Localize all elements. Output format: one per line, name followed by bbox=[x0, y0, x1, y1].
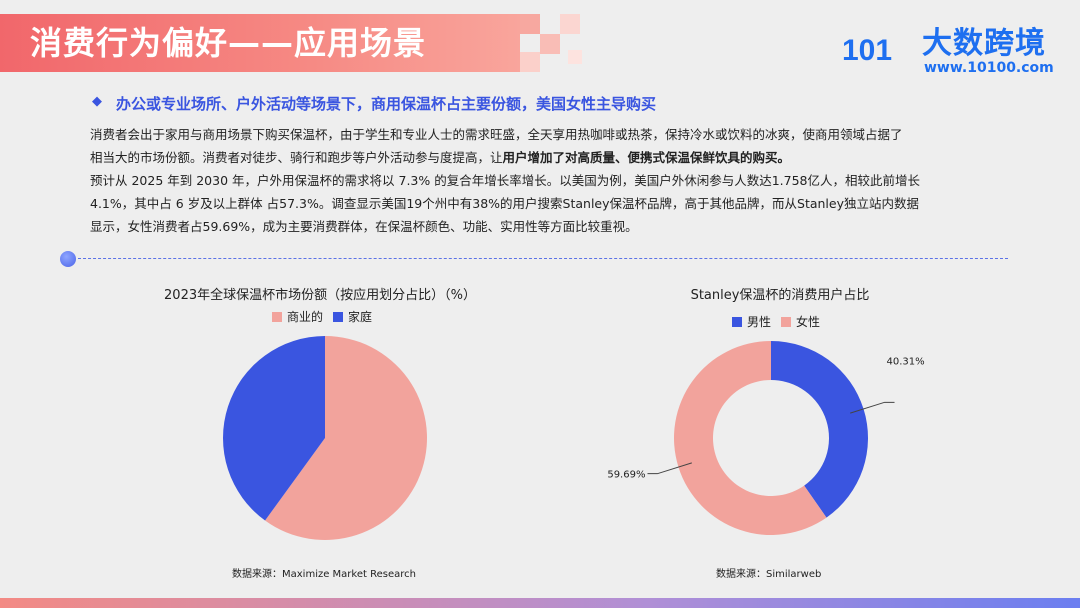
legend-swatch bbox=[272, 311, 282, 322]
paragraph-line: 消费者会出于家用与商用场景下购买保温杯，由于学生和专业人士的需求旺盛，全天享用热… bbox=[90, 127, 903, 142]
legend-swatch bbox=[333, 311, 344, 322]
paragraph-line: 4.1%，其中占 6 岁及以上群体 占57.3%。调查显示美国19个州中有38%… bbox=[90, 196, 919, 211]
divider-line bbox=[78, 258, 1008, 259]
diamond-icon: ◆ bbox=[92, 94, 102, 109]
donut-slice-1 bbox=[771, 341, 869, 518]
chart1-title: 2023年全球保温杯市场份额（按应用划分占比）（%） bbox=[164, 288, 476, 303]
legend-item: 家庭 bbox=[333, 308, 372, 325]
paragraph-line: 相当大的市场份额。消费者对徒步、骑行和跑步等户外活动参与度提高，让用户增加了对高… bbox=[90, 150, 791, 165]
chart2-source: 数据来源：Similarweb bbox=[716, 569, 822, 580]
paragraph-1: 消费者会出于家用与商用场景下购买保温杯，由于学生和专业人士的需求旺盛，全天享用热… bbox=[90, 123, 990, 169]
logo-name: 大数跨境 bbox=[922, 26, 1046, 61]
decor-square bbox=[568, 50, 582, 64]
bottom-bar bbox=[0, 598, 1080, 608]
donut-label-leader bbox=[850, 401, 895, 414]
divider-dot bbox=[60, 251, 76, 267]
decor-square bbox=[520, 14, 540, 34]
paragraph-line: 显示，女性消费者占59.69%，成为主要消费群体，在保温杯颜色、功能、实用性等方… bbox=[90, 219, 638, 234]
title-banner bbox=[0, 14, 520, 72]
paragraph-2: 预计从 2025 年到 2030 年，户外用保温杯的需求将以 7.3% 的复合年… bbox=[90, 169, 990, 238]
pie-slice-1 bbox=[265, 336, 428, 540]
donut-slice-2 bbox=[674, 341, 827, 535]
donut-data-label: 40.31% bbox=[887, 356, 925, 367]
logo-mark-glyphs: 101 bbox=[842, 34, 892, 67]
chart2-legend: 男性 女性 bbox=[732, 313, 830, 330]
highlight-text: 用户增加了对高质量、便携式保温保鲜饮具的购买。 bbox=[502, 150, 791, 165]
pie-slice-2 bbox=[223, 335, 325, 521]
donut-data-label: 59.69% bbox=[607, 470, 645, 481]
legend-item: 男性 bbox=[732, 313, 771, 330]
chart1-source: 数据来源：Maximize Market Research bbox=[232, 569, 416, 580]
page-title: 消费行为偏好——应用场景 bbox=[30, 24, 427, 62]
logo-url: www.10100.com bbox=[924, 60, 1054, 76]
paragraph-line: 预计从 2025 年到 2030 年，户外用保温杯的需求将以 7.3% 的复合年… bbox=[90, 173, 921, 188]
legend-swatch bbox=[732, 316, 742, 327]
logo-icon: 101 bbox=[842, 34, 892, 67]
decor-square bbox=[520, 52, 540, 72]
chart2-title: Stanley保温杯的消费用户占比 bbox=[690, 288, 870, 303]
legend-swatch bbox=[781, 316, 792, 327]
chart1-legend: 商业的 家庭 bbox=[272, 308, 382, 325]
decor-square bbox=[540, 34, 560, 54]
decor-square bbox=[560, 14, 580, 34]
legend-item: 女性 bbox=[781, 313, 820, 330]
donut-label-leader bbox=[647, 462, 692, 475]
legend-item: 商业的 bbox=[272, 308, 323, 325]
subheading: 办公或专业场所、户外活动等场景下，商用保温杯占主要份额，美国女性主导购买 bbox=[116, 95, 657, 113]
